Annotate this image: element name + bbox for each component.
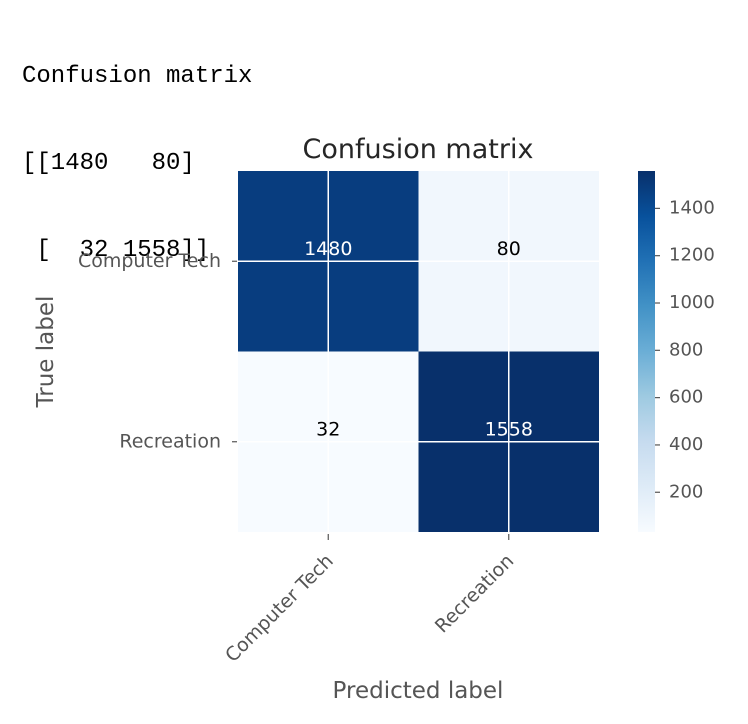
x-tick-label: Computer Tech (221, 550, 338, 667)
cell-value-label: 80 (497, 238, 521, 260)
colorbar-tick-label: 400 (669, 434, 703, 455)
cell-value-label: 1480 (304, 238, 352, 260)
x-axis-label: Predicted label (333, 678, 504, 704)
colorbar-tick-label: 1400 (669, 197, 715, 218)
console-line: [ 32 1558]] (22, 237, 210, 264)
colorbar-tick-label: 600 (669, 387, 703, 408)
chart-title: Confusion matrix (303, 134, 534, 165)
heatmap-cells (238, 171, 599, 532)
colorbar-tick-label: 800 (669, 339, 703, 360)
colorbar (638, 171, 655, 532)
console-line: [[1480 80] (22, 150, 195, 177)
colorbar-tick-label: 1200 (669, 245, 715, 266)
grid-lines (238, 171, 599, 532)
cell-value-label: 1558 (485, 418, 533, 440)
y-axis-label: True label (33, 296, 59, 409)
console-output: Confusion matrix [[1480 80] [ 32 1558]] (22, 4, 252, 294)
colorbar-ticks: 200 400 600 800 1000 1200 1400 (655, 197, 715, 502)
cell-labels: 1480 80 32 1558 (304, 238, 533, 441)
x-tick-label: Recreation (431, 550, 518, 637)
cell-value-label: 32 (316, 418, 340, 440)
console-line: Confusion matrix (22, 63, 253, 90)
y-tick-label: Recreation (119, 430, 221, 452)
colorbar-tick-label: 200 (669, 481, 703, 502)
y-tick-label: Computer Tech (78, 250, 221, 272)
colorbar-tick-label: 1000 (669, 292, 715, 313)
